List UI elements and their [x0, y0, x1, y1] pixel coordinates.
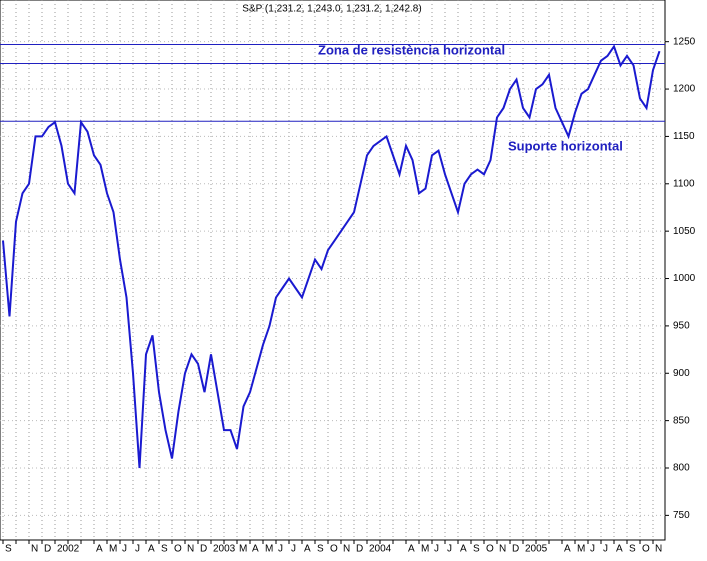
x-tick-label: J — [122, 544, 127, 555]
x-tick-label: S — [5, 544, 12, 555]
y-tick-label: 950 — [673, 321, 690, 332]
y-tick-label: 750 — [673, 510, 690, 521]
y-tick-label: 850 — [673, 415, 690, 426]
x-tick-label: M — [239, 544, 247, 555]
x-tick-label: J — [434, 544, 439, 555]
x-tick-label: D — [44, 544, 51, 555]
x-tick-label: D — [356, 544, 363, 555]
x-tick-label: M — [109, 544, 117, 555]
x-tick-label: S — [473, 544, 480, 555]
x-tick-label: J — [603, 544, 608, 555]
x-tick-label: N — [31, 544, 38, 555]
x-tick-label: A — [408, 544, 415, 555]
y-tick-label: 1000 — [673, 273, 696, 284]
annotation: Suporte horizontal — [508, 138, 623, 153]
x-tick-label: J — [278, 544, 283, 555]
x-tick-label: A — [148, 544, 155, 555]
x-tick-label: D — [200, 544, 207, 555]
x-tick-label: 2003 — [213, 544, 236, 555]
x-tick-label: J — [291, 544, 296, 555]
x-tick-label: O — [642, 544, 650, 555]
x-tick-label: M — [421, 544, 429, 555]
y-tick-label: 1100 — [673, 178, 695, 189]
x-tick-label: N — [187, 544, 194, 555]
y-tick-label: 800 — [673, 463, 690, 474]
x-tick-label: M — [577, 544, 585, 555]
price-line — [2, 44, 661, 469]
x-tick-label: 2004 — [369, 544, 392, 555]
x-tick-label: S — [629, 544, 636, 555]
x-tick-label: S — [317, 544, 324, 555]
x-tick-label: J — [590, 544, 595, 555]
x-tick-label: O — [486, 544, 494, 555]
x-tick-label: S — [161, 544, 168, 555]
x-tick-label: J — [135, 544, 140, 555]
x-tick-label: M — [265, 544, 273, 555]
y-tick-label: 900 — [673, 368, 690, 379]
x-tick-label: N — [499, 544, 506, 555]
x-tick-label: N — [343, 544, 350, 555]
y-tick-label: 1250 — [673, 36, 696, 47]
x-tick-label: D — [512, 544, 519, 555]
x-tick-label: J — [447, 544, 452, 555]
x-tick-label: A — [304, 544, 311, 555]
y-tick-label: 1150 — [673, 131, 695, 142]
x-tick-label: A — [564, 544, 571, 555]
plot-frame — [0, 0, 666, 541]
y-tick-label: 1200 — [673, 84, 696, 95]
x-tick-label: O — [330, 544, 338, 555]
x-tick-label: 2002 — [57, 544, 80, 555]
x-tick-label: A — [252, 544, 259, 555]
x-tick-label: A — [96, 544, 103, 555]
y-tick-label: 1050 — [673, 226, 696, 237]
x-tick-label: 2005 — [525, 544, 548, 555]
x-tick-label: N — [655, 544, 662, 555]
x-tick-label: O — [174, 544, 182, 555]
x-tick-label: A — [460, 544, 467, 555]
annotation: Zona de resistència horizontal — [318, 42, 505, 57]
x-tick-label: A — [616, 544, 623, 555]
chart-title: S&P (1,231.2, 1,243.0, 1,231.2, 1,242.8) — [242, 4, 421, 15]
